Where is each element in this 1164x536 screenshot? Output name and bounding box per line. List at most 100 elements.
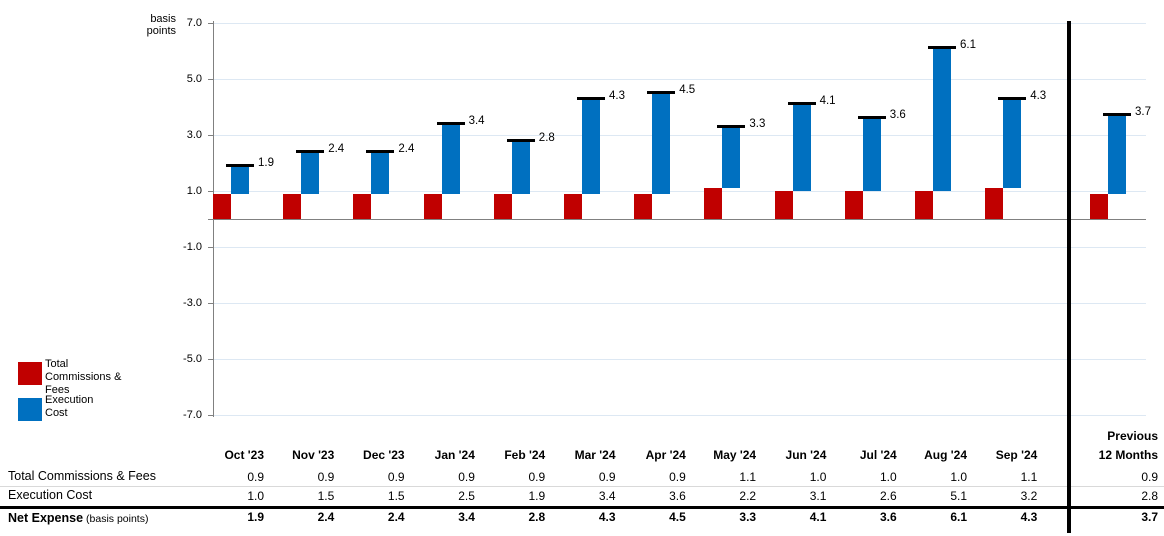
net-total-label: 6.1 — [960, 39, 976, 52]
table-cell: 1.9 — [528, 489, 546, 503]
table-cell: 1.0 — [809, 470, 827, 484]
net-expense-cell: 2.4 — [317, 510, 335, 524]
table-cell: 0.9 — [458, 470, 475, 484]
table-divider-thick — [0, 506, 1164, 509]
legend-swatch-execution-cost — [18, 398, 42, 421]
y-axis-tick-label: 5.0 — [186, 73, 202, 85]
legend-label-execution-cost: Execution Cost — [45, 394, 94, 419]
table-cell: 1.1 — [1020, 470, 1038, 484]
bar-execution-cost — [862, 118, 881, 191]
net-total-marker — [787, 102, 816, 106]
table-cell-previous: 0.9 — [1141, 470, 1158, 484]
net-total-marker — [717, 124, 746, 128]
month-column-header: Oct '23 — [224, 448, 264, 462]
y-axis-tick-label: -5.0 — [183, 353, 202, 365]
net-expense-cell: 6.1 — [950, 510, 967, 524]
bar-total-commissions-fees — [213, 193, 231, 219]
bar-total-commissions-fees — [493, 193, 512, 219]
bar-total-commissions-fees — [283, 193, 302, 219]
y-axis-tick — [208, 415, 213, 416]
y-axis-tick — [208, 23, 213, 24]
table-cell: 2.5 — [458, 489, 475, 503]
net-expense-cell: 3.4 — [458, 510, 475, 524]
month-column-header: Jan '24 — [434, 448, 475, 462]
net-expense-cell: 1.9 — [247, 510, 264, 524]
y-axis-tick-label: -1.0 — [183, 241, 202, 253]
table-cell: 1.1 — [739, 470, 757, 484]
gridline — [213, 247, 1146, 248]
gridline — [213, 415, 1146, 416]
table-divider-thin — [0, 486, 1164, 487]
net-expense-cell: 3.3 — [739, 510, 757, 524]
bar-execution-cost — [441, 123, 460, 194]
table-cell: 2.6 — [880, 489, 897, 503]
net-expense-cell: 4.1 — [809, 510, 827, 524]
net-total-marker — [506, 138, 535, 142]
table-cell: 3.1 — [809, 489, 827, 503]
y-axis-title: basis points — [130, 13, 176, 37]
net-total-label: 3.4 — [468, 114, 485, 127]
y-axis-tick-label: 1.0 — [186, 185, 202, 197]
bar-execution-cost — [722, 126, 741, 189]
table-cell: 3.2 — [1020, 489, 1038, 503]
net-expense-cell: 3.6 — [880, 510, 897, 524]
net-total-marker — [1103, 113, 1131, 117]
bar-execution-cost — [933, 48, 951, 191]
net-total-marker — [366, 149, 395, 153]
net-total-marker — [226, 163, 254, 167]
table-cell: 3.4 — [598, 489, 616, 503]
table-cell: 0.9 — [387, 470, 405, 484]
net-total-label: 4.3 — [1030, 89, 1047, 102]
bar-total-commissions-fees — [1090, 193, 1108, 219]
gridline — [213, 303, 1146, 304]
y-axis-tick-label: -7.0 — [183, 409, 202, 421]
net-expense-cell-previous: 3.7 — [1141, 510, 1158, 524]
bar-execution-cost — [582, 98, 600, 194]
bar-total-commissions-fees — [844, 191, 863, 219]
net-total-marker — [998, 96, 1027, 100]
net-total-label: 2.4 — [328, 142, 345, 155]
gridline — [213, 359, 1146, 360]
gridline — [213, 191, 1146, 192]
previous-column-header-line1: Previous — [1107, 429, 1158, 443]
bar-execution-cost — [371, 151, 390, 194]
table-cell: 2.2 — [739, 489, 757, 503]
net-total-marker — [647, 91, 676, 94]
table-cell: 1.5 — [387, 489, 405, 503]
legend-label-total-commissions-fees: Total Commissions & Fees — [45, 358, 122, 396]
table-cell: 0.9 — [598, 470, 616, 484]
gridline — [213, 23, 1146, 24]
table-cell: 0.9 — [247, 470, 264, 484]
net-expense-cell: 4.3 — [598, 510, 616, 524]
net-total-label: 2.4 — [398, 142, 415, 155]
previous-period-divider-line — [1067, 21, 1071, 533]
net-total-label: 3.3 — [749, 117, 766, 130]
bar-total-commissions-fees — [985, 188, 1004, 219]
table-cell-previous: 2.8 — [1141, 489, 1158, 503]
table-cell: 1.0 — [247, 489, 264, 503]
bar-execution-cost — [231, 165, 249, 194]
month-column-header: Jun '24 — [785, 448, 827, 462]
bar-total-commissions-fees — [353, 193, 372, 219]
net-total-marker — [296, 149, 325, 153]
table-cell: 0.9 — [528, 470, 546, 484]
bar-total-commissions-fees — [634, 193, 653, 219]
bar-execution-cost — [1003, 98, 1022, 189]
bar-execution-cost — [792, 104, 811, 191]
bar-execution-cost — [1108, 115, 1126, 194]
bar-execution-cost — [301, 151, 320, 194]
bar-execution-cost — [511, 140, 530, 194]
table-cell: 3.6 — [669, 489, 686, 503]
table-row-label: Total Commissions & Fees — [8, 469, 156, 483]
month-column-header: May '24 — [713, 448, 757, 462]
net-total-label: 2.8 — [538, 131, 555, 144]
net-total-label: 4.1 — [819, 95, 836, 108]
y-axis-title-line1: basis — [150, 13, 176, 25]
bar-execution-cost — [652, 93, 671, 194]
month-column-header: Sep '24 — [995, 448, 1038, 462]
net-total-label: 3.6 — [889, 109, 906, 122]
gridline — [213, 79, 1146, 80]
table-row-label: Execution Cost — [8, 488, 93, 502]
net-total-marker — [857, 116, 886, 120]
